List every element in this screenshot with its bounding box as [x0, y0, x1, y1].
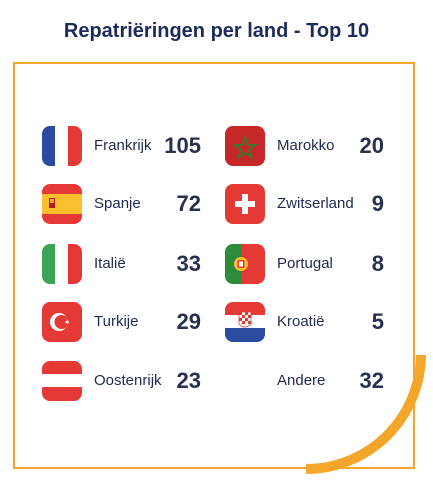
country-count: 20: [359, 133, 384, 158]
croatia-flag-icon: [225, 302, 265, 342]
country-row-spanje: Spanje 72: [42, 184, 201, 224]
country-row-turkije: Turkije 29: [42, 302, 201, 342]
country-name: Zwitserland: [277, 195, 354, 212]
country-name: Oostenrijk: [94, 372, 162, 389]
country-name: Marokko: [277, 137, 335, 154]
country-count: 29: [176, 309, 201, 334]
country-count: 9: [371, 191, 384, 216]
spain-flag-icon: [42, 184, 82, 224]
country-row-oostenrijk: Oostenrijk 23: [42, 361, 201, 401]
country-count: 5: [371, 309, 384, 334]
portugal-flag-icon: [225, 244, 265, 284]
country-row-marokko: Marokko 20: [225, 126, 384, 166]
country-name: Turkije: [94, 313, 139, 330]
country-count: 23: [176, 368, 201, 393]
country-name: Andere: [277, 372, 326, 389]
country-name: Italië: [94, 255, 126, 272]
country-count: 72: [176, 191, 201, 216]
turkey-flag-icon: [42, 302, 82, 342]
france-flag-icon: [42, 126, 82, 166]
country-name: Frankrijk: [94, 137, 152, 154]
italy-flag-icon: [42, 244, 82, 284]
country-row-andere: Andere 32: [225, 361, 384, 401]
country-count: 105: [164, 133, 201, 158]
country-name: Spanje: [94, 195, 141, 212]
morocco-flag-icon: [225, 126, 265, 166]
country-row-frankrijk: Frankrijk 105: [42, 126, 201, 166]
switzerland-flag-icon: [225, 184, 265, 224]
country-name: Kroatië: [277, 313, 325, 330]
austria-flag-icon: [42, 361, 82, 401]
country-count: 33: [176, 251, 201, 276]
page-title: Repatriëringen per land - Top 10: [63, 20, 370, 42]
country-count: 32: [359, 368, 384, 393]
content-frame: [13, 62, 415, 469]
country-count: 8: [371, 251, 384, 276]
country-row-portugal: Portugal 8: [225, 244, 384, 284]
country-name: Portugal: [277, 255, 333, 272]
country-row-zwitserland: Zwitserland 9: [225, 184, 384, 224]
country-row-italie: Italië 33: [42, 244, 201, 284]
country-row-kroatie: Kroatië 5: [225, 302, 384, 342]
